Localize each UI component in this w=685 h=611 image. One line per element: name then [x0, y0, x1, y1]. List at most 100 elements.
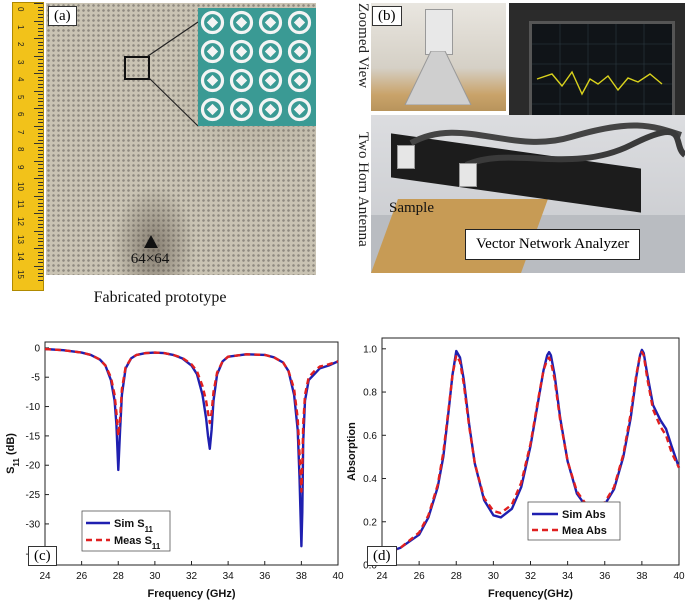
chart-absorption: 24 26 28 30 32 34 36 38 40 0.0 0.2 0.4 0.6 0.8 1.0 Freq… [346, 337, 685, 600]
ruler-tick [38, 62, 43, 64]
y-tick-label: -5 [31, 373, 40, 384]
x-tick-label: 38 [296, 571, 308, 582]
legend-label: Sim Abs [562, 509, 606, 521]
unit-cell-ring [287, 97, 312, 122]
sample-label: Sample [389, 200, 434, 216]
ruler-tick [34, 230, 43, 232]
y-tick-label: 1.0 [363, 344, 377, 355]
ruler-tick [38, 27, 43, 29]
unit-cell-diamond [264, 45, 277, 58]
unit-cell-ring [200, 97, 225, 122]
unit-cell-ring [229, 39, 254, 64]
x-axis-label: Frequency (GHz) [147, 588, 235, 600]
unit-cell-ring [229, 10, 254, 35]
y-tick-label: 0.4 [363, 474, 377, 485]
series-line-meas [381, 350, 681, 556]
ruler-tick [38, 234, 43, 235]
ruler-tick [34, 178, 43, 179]
ruler-tick [34, 213, 43, 214]
chart-s11: 2426283032343638400-5-10-15-20-25-30-35F… [5, 341, 344, 600]
panel-b: Zoomed View Two Horn Antenna [345, 0, 685, 315]
legend-box [527, 501, 621, 541]
ruler-tick [38, 241, 43, 242]
horn-mount [425, 9, 453, 55]
arrow-up-icon [144, 235, 158, 248]
ruler-tick [38, 216, 43, 218]
ruler-tick [38, 199, 43, 200]
unit-cell-ring [200, 68, 225, 93]
ruler-tick [38, 48, 43, 50]
ruler-tick [38, 153, 43, 155]
ruler-tick [38, 45, 43, 46]
ruler-tick [38, 139, 43, 141]
x-tick-label: 38 [636, 571, 648, 582]
ruler-tick [34, 195, 43, 197]
ruler-tick [38, 188, 43, 190]
x-tick-label: 30 [488, 571, 500, 582]
ruler-tick [34, 143, 43, 144]
ruler-tick [38, 164, 43, 165]
legend-label: Meas S11 [114, 535, 161, 551]
ruler-tick [38, 6, 43, 8]
ruler-tick [38, 104, 43, 106]
unit-cell-ring [287, 39, 312, 64]
x-tick-label: 24 [39, 571, 51, 582]
unit-cell-ring [200, 10, 225, 35]
unit-cell-diamond [235, 45, 248, 58]
vna-screen [529, 21, 675, 122]
ruler-tick [38, 206, 43, 207]
ruler-tick [38, 220, 43, 221]
horn-antenna-shape [404, 51, 472, 105]
x-tick-label: 26 [76, 571, 88, 582]
x-tick-label: 32 [186, 571, 198, 582]
x-tick-label: 40 [332, 571, 344, 582]
ruler-tick [38, 34, 43, 36]
legend-label: Mea Abs [562, 525, 607, 537]
series-line-meas [44, 347, 339, 493]
ruler-tick [38, 157, 43, 158]
unit-cell-ring [258, 97, 283, 122]
ruler-tick [38, 255, 43, 256]
ruler-tick [38, 150, 43, 151]
ruler-tick [38, 94, 43, 95]
ruler-tick [38, 185, 43, 186]
x-tick-label: 26 [414, 571, 426, 582]
ruler-tick [38, 279, 43, 281]
ruler-tick [38, 76, 43, 78]
panel-b-label: (b) [372, 6, 402, 26]
y-tick-label: -20 [26, 461, 41, 472]
y-tick-label: -15 [26, 431, 41, 442]
ruler-tick [34, 55, 43, 57]
ruler-tick [38, 83, 43, 85]
ruler-tick [38, 52, 43, 53]
ruler-tick [38, 269, 43, 270]
ruler-tick [38, 174, 43, 176]
ruler-tick [38, 181, 43, 183]
ruler-tick [38, 237, 43, 239]
x-tick-label: 30 [149, 571, 161, 582]
ruler-tick [38, 244, 43, 246]
ruler-tick [38, 276, 43, 277]
panel-a: 0 1 2 3 4 5 6 7 8 9 10 11 12 13 14 15 64×64 Fabricated … [0, 0, 345, 315]
y-tick-label: -10 [26, 402, 41, 413]
x-axis-label: Frequency(GHz) [488, 588, 573, 600]
zoom-connector-lines [147, 21, 199, 127]
ruler: 0 1 2 3 4 5 6 7 8 9 10 11 12 13 14 15 [12, 2, 44, 291]
unit-cell-ring [287, 10, 312, 35]
x-tick-label: 32 [525, 571, 537, 582]
zoomed-view-label: Zoomed View [355, 3, 371, 89]
ruler-tick [38, 167, 43, 169]
zoomed-unit-cells [198, 8, 316, 126]
y-axis-label: Absorption [346, 422, 358, 481]
ruler-tick [34, 3, 43, 4]
unit-cell-ring [229, 97, 254, 122]
ruler-tick [38, 69, 43, 71]
ruler-tick [38, 111, 43, 113]
ruler-tick [38, 122, 43, 123]
y-tick-label: -25 [26, 490, 41, 501]
prototype-caption: Fabricated prototype [93, 289, 227, 306]
ruler-tick [34, 160, 43, 162]
ruler-tick [34, 265, 43, 267]
ruler-tick [38, 223, 43, 225]
ruler-tick [34, 125, 43, 127]
